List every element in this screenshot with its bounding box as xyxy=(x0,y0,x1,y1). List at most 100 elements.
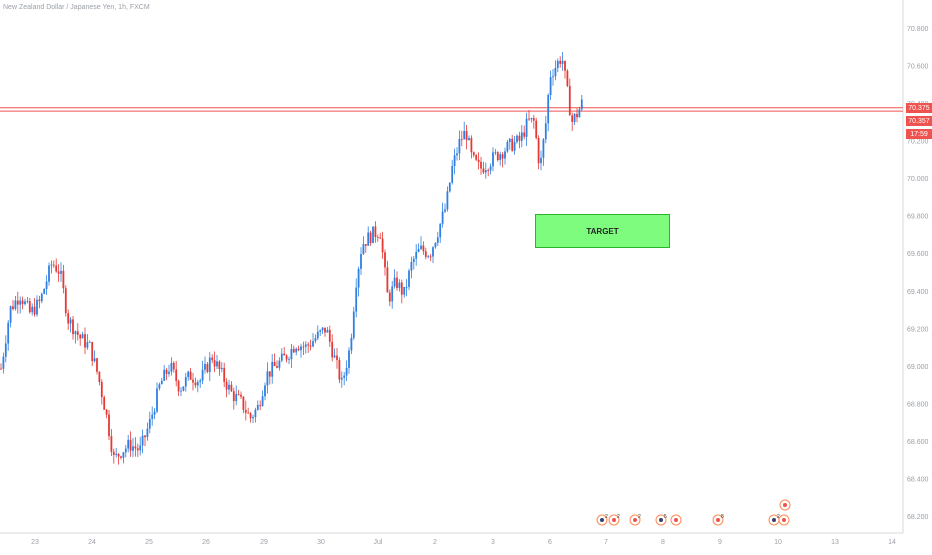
candle-body xyxy=(172,362,175,370)
candle-body xyxy=(552,76,554,78)
candle-body xyxy=(50,264,53,266)
candle-body xyxy=(492,152,494,167)
candle-body xyxy=(482,168,485,173)
candle-body xyxy=(235,394,238,402)
candle-body xyxy=(441,211,444,224)
event-count-label: 2 xyxy=(617,514,620,520)
candle-body xyxy=(69,319,72,324)
candle-body xyxy=(134,446,137,449)
candle-body xyxy=(62,270,65,289)
candle-body xyxy=(4,343,7,357)
candle-body xyxy=(156,388,158,412)
price-tick-label: 70.800 xyxy=(907,26,929,33)
candle-body xyxy=(316,331,319,339)
target-zone-box[interactable]: TARGET xyxy=(535,214,670,248)
time-tick-label: 10 xyxy=(774,539,782,546)
candle-body xyxy=(24,301,26,305)
time-tick-label: 13 xyxy=(831,539,839,546)
candle-body xyxy=(64,288,67,314)
candle-body xyxy=(571,115,574,122)
candle-body xyxy=(403,286,406,295)
candle-body xyxy=(384,252,386,268)
candle-body xyxy=(237,394,240,395)
candle-body xyxy=(494,152,497,154)
candle-body xyxy=(379,237,382,239)
candle-body xyxy=(470,138,473,153)
candle-body xyxy=(408,270,410,287)
candle-body xyxy=(230,384,233,392)
candle-body xyxy=(88,341,91,343)
candle-body xyxy=(465,130,468,141)
candle-body xyxy=(446,191,449,210)
candle-body xyxy=(420,245,422,249)
candle-body xyxy=(160,380,163,385)
candle-body xyxy=(400,282,403,295)
candle-body xyxy=(266,371,269,386)
candle-body xyxy=(307,344,310,346)
candle-body xyxy=(499,154,502,161)
candle-body xyxy=(117,453,120,457)
candle-body xyxy=(477,159,480,162)
candle-body xyxy=(271,361,274,377)
time-tick-label: 30 xyxy=(317,539,325,546)
candle-body xyxy=(84,334,86,348)
candle-body xyxy=(112,451,115,455)
candle-body xyxy=(417,248,420,252)
candle-body xyxy=(91,341,94,362)
candle-body xyxy=(40,293,43,302)
candle-body xyxy=(136,448,139,451)
candle-body xyxy=(398,282,401,288)
candle-body xyxy=(67,313,70,324)
candle-body xyxy=(489,166,492,171)
price-tag-level-2: 70.357 xyxy=(906,116,932,126)
candle-body xyxy=(163,369,166,381)
time-tick-label: 6 xyxy=(548,539,552,546)
candle-body xyxy=(547,95,550,124)
candle-body xyxy=(98,371,101,382)
candle-body xyxy=(93,358,96,362)
candle-body xyxy=(535,120,538,139)
candle-body xyxy=(129,439,132,451)
event-count-label: 8 xyxy=(721,514,724,520)
event-flag-icon xyxy=(612,518,616,522)
candle-body xyxy=(415,251,418,259)
candle-body xyxy=(475,155,478,160)
candle-body xyxy=(206,363,209,373)
time-tick-label: 26 xyxy=(202,539,210,546)
candle-body xyxy=(511,138,514,151)
candle-body xyxy=(264,385,266,397)
candle-body xyxy=(487,170,490,171)
candle-body xyxy=(139,445,142,451)
candle-body xyxy=(168,371,170,374)
candle-body xyxy=(295,348,298,353)
candle-body xyxy=(19,300,22,305)
candle-body xyxy=(362,244,365,255)
candle-body xyxy=(177,381,180,392)
price-tick-label: 68.600 xyxy=(907,439,929,446)
candle-body xyxy=(338,360,341,380)
candle-body xyxy=(496,152,499,161)
candle-body xyxy=(434,242,437,248)
candle-body xyxy=(278,360,281,368)
candle-body xyxy=(542,139,545,158)
candle-body xyxy=(405,286,408,288)
candle-body xyxy=(74,331,77,335)
time-tick-label: 24 xyxy=(88,539,96,546)
price-tick-label: 69.400 xyxy=(907,289,929,296)
candle-body xyxy=(223,367,226,382)
candle-body xyxy=(55,265,58,272)
time-tick-label: 3 xyxy=(491,539,495,546)
time-tick-label: 25 xyxy=(145,539,153,546)
candle-body xyxy=(309,345,312,347)
price-tick-label: 69.800 xyxy=(907,214,929,221)
candle-body xyxy=(333,355,336,358)
candle-body xyxy=(288,359,290,360)
candle-body xyxy=(79,334,82,339)
price-tick-label: 68.400 xyxy=(907,476,929,483)
candle-body xyxy=(7,322,10,344)
candle-body xyxy=(115,453,118,455)
event-flag-icon xyxy=(674,518,678,522)
candle-body xyxy=(170,362,173,372)
